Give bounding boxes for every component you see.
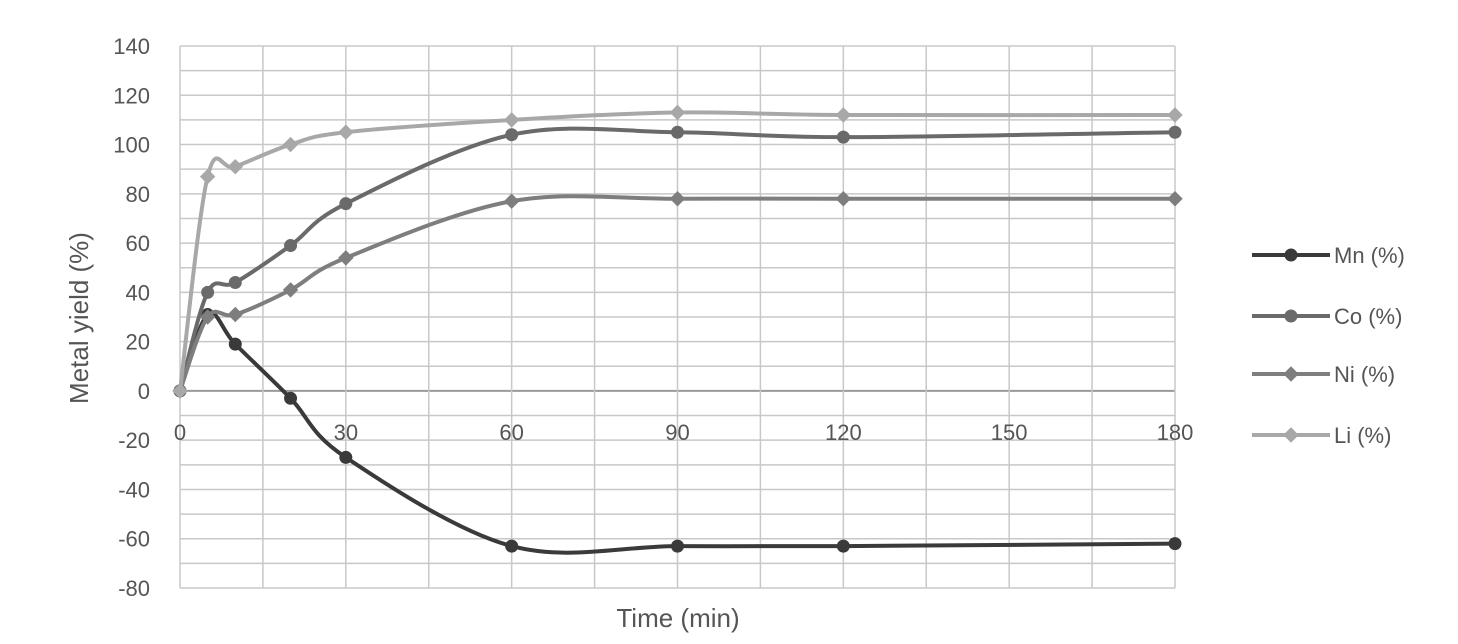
data-point-mn [285, 392, 297, 404]
data-point-li [173, 384, 187, 398]
data-point-li [284, 138, 298, 152]
x-tick-label: 120 [825, 420, 862, 445]
legend-item-li: Li (%) [1252, 423, 1391, 448]
legend-marker [1284, 367, 1298, 381]
x-tick-label: 180 [1157, 420, 1194, 445]
data-point-li [505, 113, 519, 127]
y-tick-label: -40 [118, 477, 150, 502]
data-point-mn [506, 540, 518, 552]
y-tick-label: -60 [118, 527, 150, 552]
data-point-co [340, 198, 352, 210]
y-tick-label: 100 [113, 133, 150, 158]
data-point-li [228, 160, 242, 174]
y-tick-label: 80 [126, 182, 150, 207]
data-point-co [506, 129, 518, 141]
y-axis-title: Metal yield (%) [64, 232, 94, 404]
x-axis-title: Time (min) [616, 603, 739, 633]
data-point-mn [672, 540, 684, 552]
data-point-mn [340, 451, 352, 463]
data-point-li [339, 125, 353, 139]
legend-label: Li (%) [1334, 423, 1391, 448]
data-point-co [837, 131, 849, 143]
y-tick-label: 40 [126, 280, 150, 305]
legend: Mn (%) Co (%) Ni (%) Li (%) [1252, 243, 1405, 448]
legend-item-ni: Ni (%) [1252, 362, 1395, 387]
data-point-ni [505, 194, 519, 208]
x-tick-label: 150 [991, 420, 1028, 445]
data-point-ni [339, 251, 353, 265]
y-tick-label: 0 [138, 379, 150, 404]
data-point-mn [229, 338, 241, 350]
data-point-co [229, 277, 241, 289]
y-tick-label: 60 [126, 231, 150, 256]
data-point-ni [228, 308, 242, 322]
y-tick-label: 20 [126, 330, 150, 355]
x-tick-label: 60 [499, 420, 523, 445]
legend-label: Co (%) [1334, 304, 1402, 329]
legend-item-co: Co (%) [1252, 304, 1402, 329]
data-point-li [671, 106, 685, 120]
y-tick-label: 120 [113, 83, 150, 108]
x-tick-label: 90 [665, 420, 689, 445]
y-tick-label: -80 [118, 576, 150, 601]
data-point-mn [837, 540, 849, 552]
data-point-co [672, 126, 684, 138]
legend-marker [1285, 310, 1297, 322]
x-tick-label: 0 [174, 420, 186, 445]
legend-marker [1284, 428, 1298, 442]
x-tick-label: 30 [334, 420, 358, 445]
data-point-co [202, 286, 214, 298]
data-point-mn [1169, 538, 1181, 550]
data-point-li [201, 170, 215, 184]
legend-item-mn: Mn (%) [1252, 243, 1405, 268]
legend-marker [1285, 249, 1297, 261]
y-tick-label: 140 [113, 34, 150, 59]
y-tick-label: -20 [118, 428, 150, 453]
data-point-co [1169, 126, 1181, 138]
legend-label: Ni (%) [1334, 362, 1395, 387]
legend-label: Mn (%) [1334, 243, 1405, 268]
data-point-co [285, 240, 297, 252]
